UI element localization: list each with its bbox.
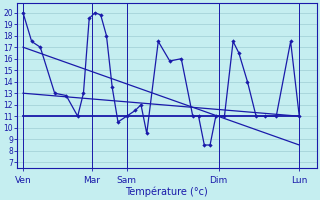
X-axis label: Température (°c): Température (°c) xyxy=(125,186,208,197)
